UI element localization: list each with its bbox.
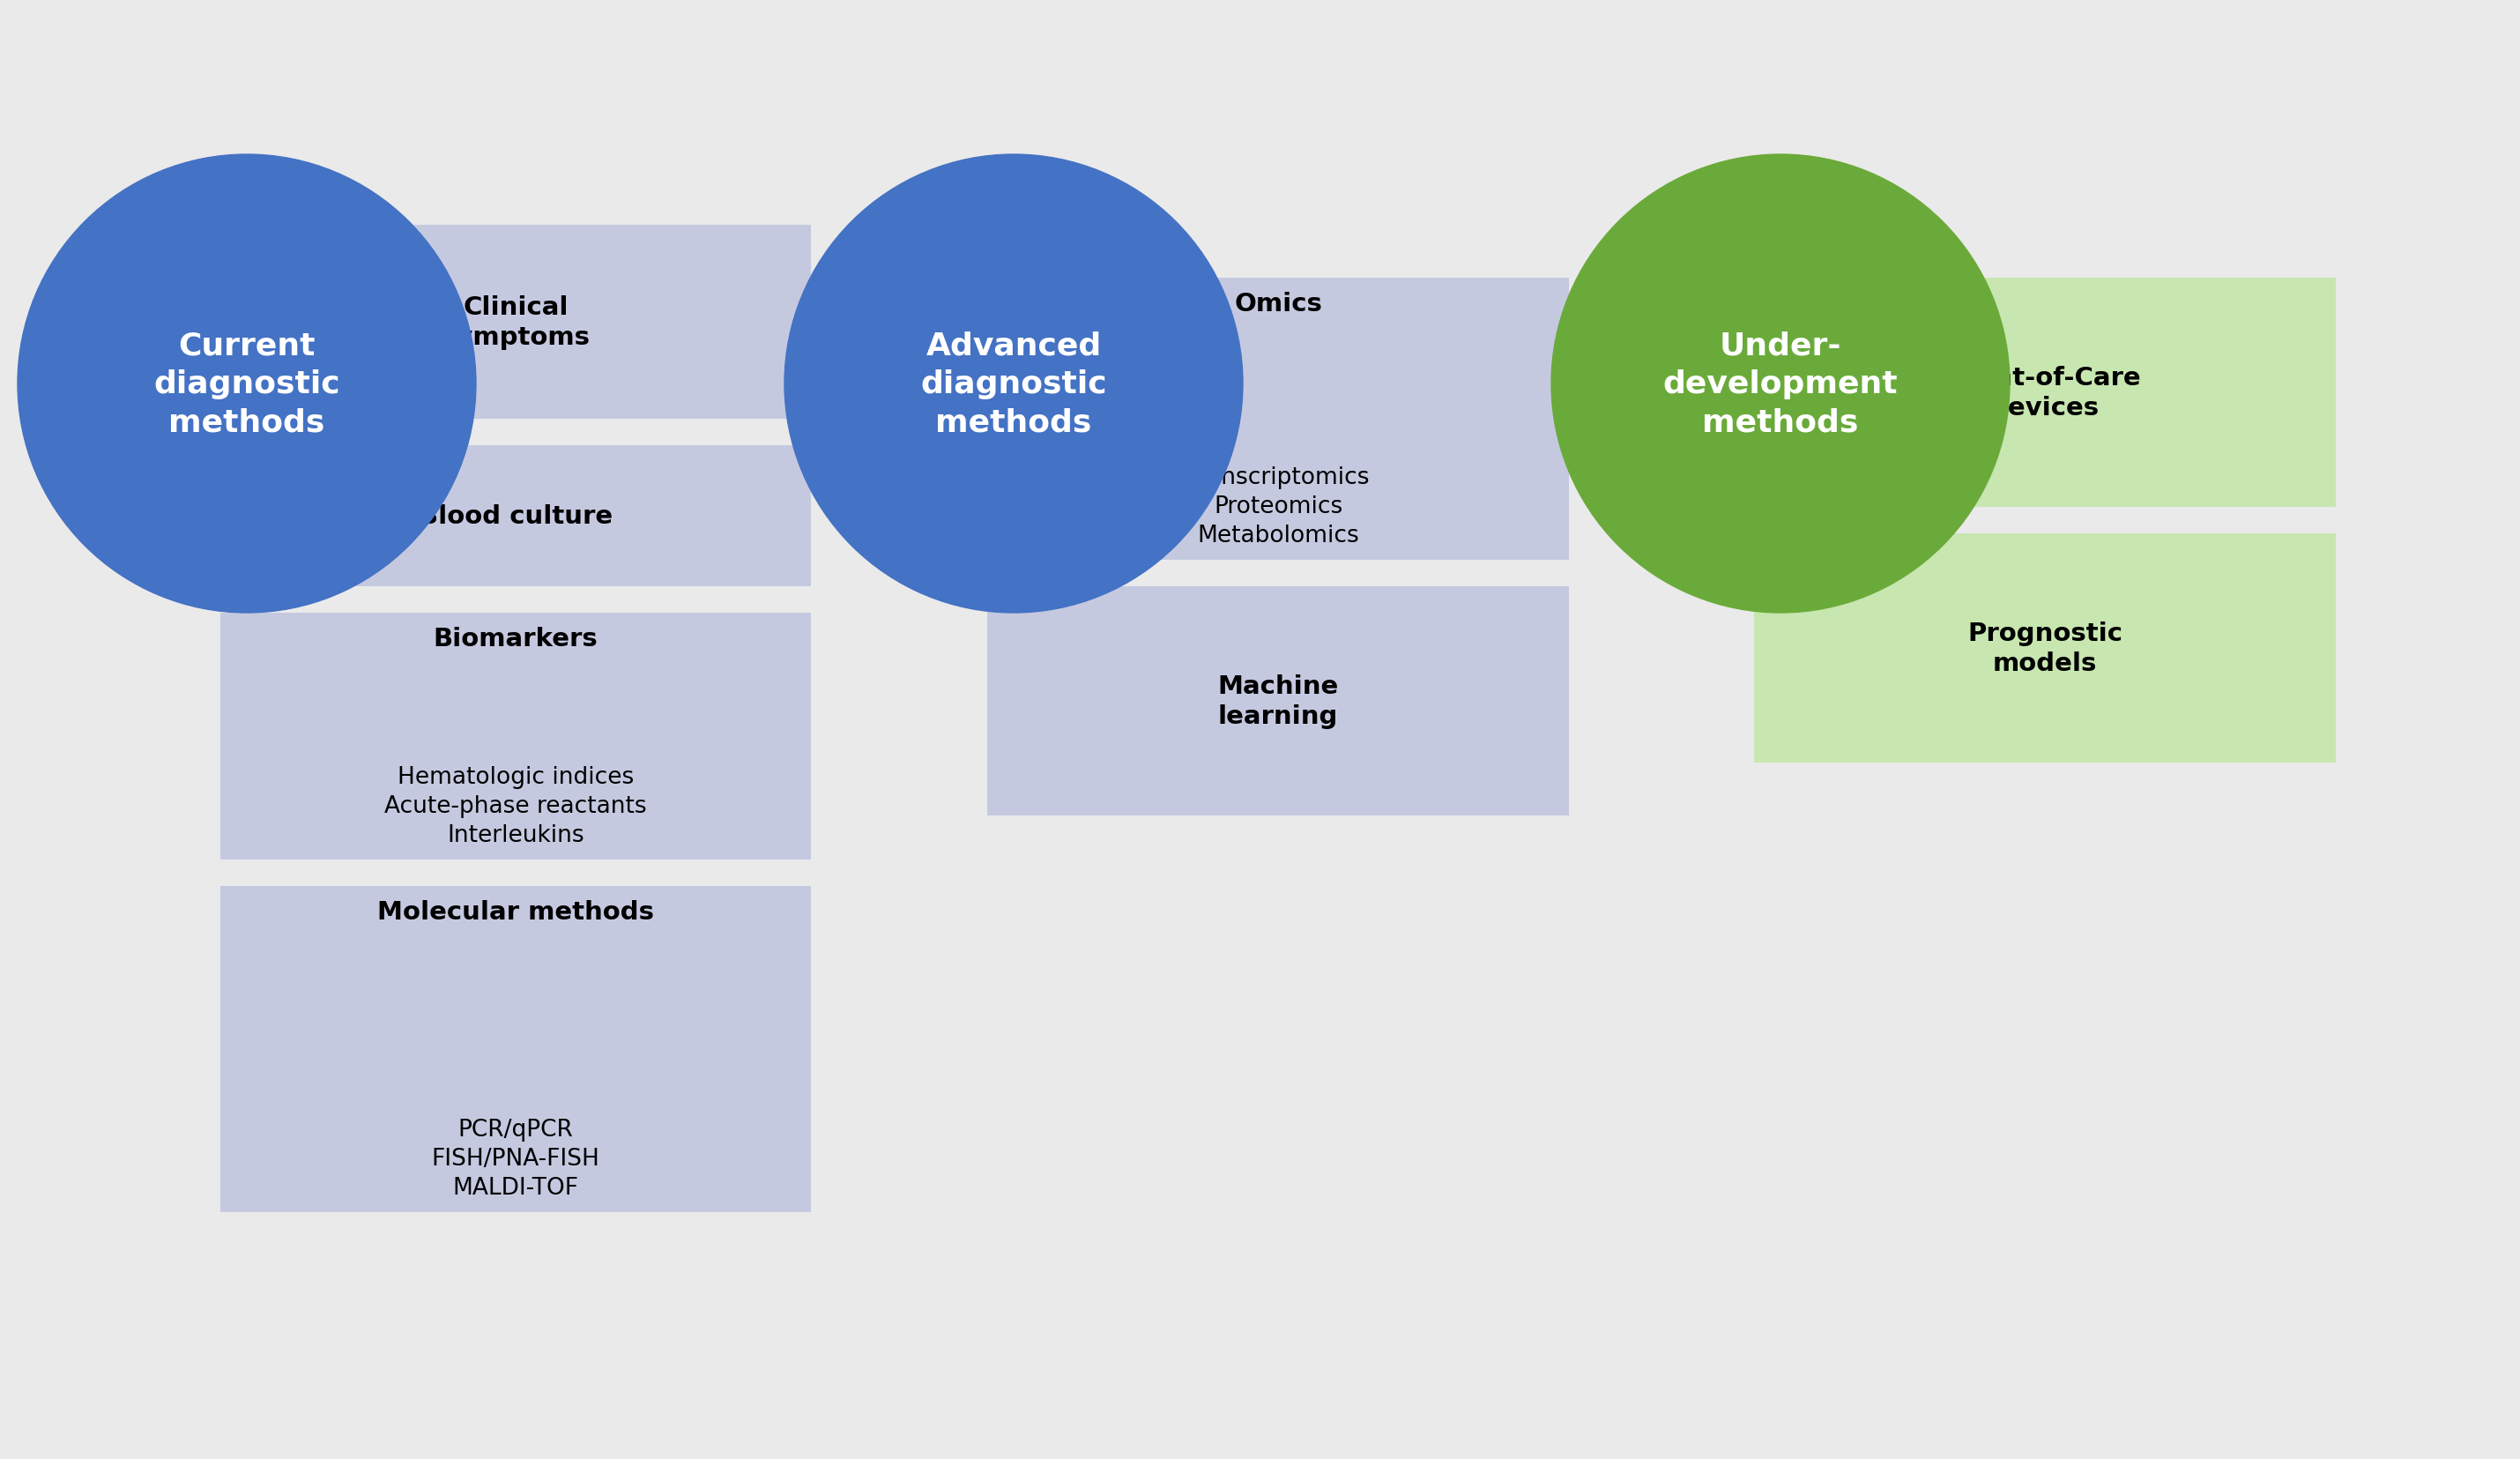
Text: PCR/qPCR
FISH/PNA-FISH
MALDI-TOF: PCR/qPCR FISH/PNA-FISH MALDI-TOF	[431, 1118, 600, 1199]
FancyBboxPatch shape	[219, 446, 811, 587]
Circle shape	[1552, 155, 2008, 613]
Text: Point-of-Care
devices: Point-of-Care devices	[1948, 365, 2142, 420]
Circle shape	[784, 155, 1242, 613]
FancyBboxPatch shape	[219, 226, 811, 419]
FancyBboxPatch shape	[988, 279, 1570, 560]
Text: Current
diagnostic
methods: Current diagnostic methods	[154, 331, 340, 438]
Text: Under-
development
methods: Under- development methods	[1663, 331, 1898, 438]
Circle shape	[18, 155, 476, 613]
Text: Transcriptomics
Proteomics
Metabolomics: Transcriptomics Proteomics Metabolomics	[1187, 465, 1368, 547]
FancyBboxPatch shape	[219, 613, 811, 859]
Text: Prognostic
models: Prognostic models	[1968, 622, 2122, 676]
Text: Omics: Omics	[1235, 292, 1323, 317]
Text: Biomarkers: Biomarkers	[433, 626, 597, 651]
Text: Machine
learning: Machine learning	[1217, 674, 1338, 730]
FancyBboxPatch shape	[988, 587, 1570, 816]
Text: Blood culture: Blood culture	[418, 503, 612, 528]
Text: Clinical
symptoms: Clinical symptoms	[441, 295, 590, 350]
FancyBboxPatch shape	[1754, 534, 2336, 763]
FancyBboxPatch shape	[1754, 279, 2336, 508]
FancyBboxPatch shape	[219, 886, 811, 1212]
Text: Molecular methods: Molecular methods	[378, 900, 655, 924]
Text: Advanced
diagnostic
methods: Advanced diagnostic methods	[920, 331, 1106, 438]
Text: Hematologic indices
Acute-phase reactants
Interleukins: Hematologic indices Acute-phase reactant…	[386, 766, 648, 846]
